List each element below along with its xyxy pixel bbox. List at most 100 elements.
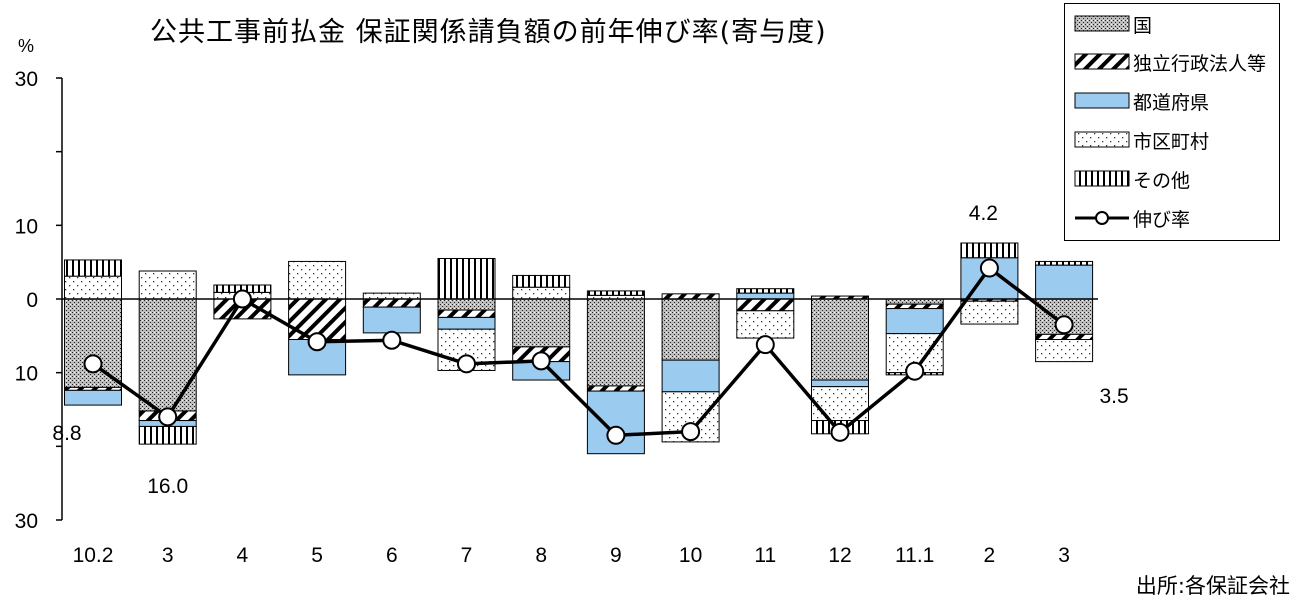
y-axis-unit: % <box>18 36 35 56</box>
chart-title: 公共工事前払金 保証関係請負額の前年伸び率(寄与度) <box>150 17 827 48</box>
legend-item-shikuchoson: 市区町村 <box>1073 128 1210 153</box>
legend-label-kuni: 国 <box>1133 14 1153 37</box>
y-tick-label: 10 <box>15 363 38 386</box>
bar-segment-kuni <box>64 298 122 388</box>
bar-segment-sonota <box>512 274 571 288</box>
x-tick-label: 3 <box>162 544 174 567</box>
legend-label-dokuritsu: 独立行政法人等 <box>1133 52 1267 75</box>
bar-segment-sonota <box>138 425 197 445</box>
bar-segment-todofuken <box>1035 264 1094 300</box>
growth-point <box>83 354 103 374</box>
legend-item-growth: 伸び率 <box>1073 206 1191 231</box>
bar-segment-shikuchoson <box>1035 339 1094 363</box>
bar-segment-sonota <box>736 288 795 294</box>
growth-point <box>681 422 701 442</box>
legend-label-todofuken: 都道府県 <box>1133 91 1210 114</box>
bar-segment-sonota <box>64 259 122 277</box>
bar-segment-kuni <box>811 298 869 381</box>
bar-segment-shikuchoson <box>512 286 571 300</box>
bars-layer <box>64 242 1094 455</box>
bar-segment-shikuchoson <box>64 275 122 300</box>
bar-segment-todofuken <box>64 389 122 406</box>
growth-point <box>755 335 775 355</box>
x-tick-label: 7 <box>461 544 473 567</box>
legend-label-shikuchoson: 市区町村 <box>1133 130 1210 153</box>
bar-segment-dokuritsu <box>437 309 496 318</box>
legend-swatch-todofuken <box>1074 92 1130 109</box>
legend-item-sonota: その他 <box>1073 167 1191 192</box>
bar-segment-shikuchoson <box>288 260 347 300</box>
x-tick-label: 4 <box>237 544 249 567</box>
legend-swatch-kuni <box>1074 15 1130 32</box>
bar-segment-shikuchoson <box>736 310 795 339</box>
bar-segment-sonota <box>437 257 496 300</box>
legend-item-kuni: 国 <box>1073 12 1153 37</box>
y-tick-label: 10 <box>15 215 38 238</box>
bar-segment-todofuken <box>437 316 496 330</box>
growth-point <box>606 425 626 445</box>
growth-point <box>830 422 850 442</box>
bar-segment-shikuchoson <box>138 270 197 300</box>
bar-segment-sonota <box>586 290 645 296</box>
bar-segment-todofuken <box>885 308 944 335</box>
data-label: 4.2 <box>969 202 998 225</box>
bar-segment-todofuken <box>661 359 720 393</box>
bar-segment-kuni <box>885 298 944 305</box>
labels-layer: 10.2 3 4 5 6 7 8 9 10 11 12 11.1 2 3 8.8 16.0 4.2 3.5 <box>52 202 1128 567</box>
bar-segment-dokuritsu <box>736 298 795 312</box>
bar-segment-dokuritsu <box>1035 333 1094 341</box>
bar-segment-todofuken <box>811 379 869 388</box>
x-tick-label: 3 <box>1058 544 1070 567</box>
bar-segment-dokuritsu <box>362 298 421 308</box>
bar-segment-sonota <box>1035 260 1094 266</box>
legend-swatch-sonota <box>1074 170 1130 187</box>
y-tick-label: 0 <box>26 289 38 312</box>
source-note: 出所:各保証会社 <box>1135 574 1290 598</box>
legend-swatch-growth <box>1075 211 1129 225</box>
data-label: 8.8 <box>52 422 81 445</box>
bar-segment-shikuchoson <box>362 292 421 300</box>
y-tick-label: 30 <box>15 68 38 91</box>
growth-line-layer <box>83 258 1074 445</box>
data-label: 3.5 <box>1099 385 1128 408</box>
bar-segment-dokuritsu <box>885 303 944 310</box>
growth-point <box>905 361 925 381</box>
x-tick-label: 5 <box>311 544 323 567</box>
legend-swatch-dokuritsu <box>1074 53 1130 70</box>
growth-point <box>1054 315 1074 335</box>
x-tick-label: 11 <box>754 544 776 567</box>
bar-segment-kuni <box>437 298 496 311</box>
bar-segment-kuni <box>661 298 720 361</box>
x-tick-label: 9 <box>610 544 622 567</box>
bar-segment-shikuchoson <box>960 300 1019 325</box>
legend-label-growth: 伸び率 <box>1133 208 1191 231</box>
legend-label-sonota: その他 <box>1133 169 1191 192</box>
growth-point <box>158 407 178 427</box>
growth-point <box>457 354 476 374</box>
x-tick-label: 11.1 <box>895 544 934 567</box>
bar-segment-todofuken <box>362 306 421 334</box>
bar-segment-dokuritsu <box>661 293 720 300</box>
growth-point <box>979 258 999 278</box>
bar-segment-dokuritsu <box>586 385 645 392</box>
growth-point <box>307 332 327 352</box>
growth-point <box>232 289 252 309</box>
growth-line <box>91 265 1066 438</box>
x-tick-label: 6 <box>386 544 398 567</box>
growth-point <box>382 330 402 350</box>
x-tick-label: 12 <box>828 544 851 567</box>
legend: 国 独立行政法人等 都道府県 市区町村 その他 伸び率 <box>1064 3 1280 241</box>
bar-segment-kuni <box>138 298 197 412</box>
bar-segment-kuni <box>512 298 571 348</box>
bar-segment-sonota <box>960 242 1019 259</box>
y-tick-label: 30 <box>15 510 38 533</box>
legend-item-todofuken: 都道府県 <box>1073 89 1210 114</box>
bar-segment-todofuken <box>736 292 795 300</box>
x-tick-label: 10.2 <box>73 544 114 567</box>
growth-point <box>531 351 551 371</box>
x-tick-label: 2 <box>984 544 996 567</box>
legend-swatch-shikuchoson <box>1074 131 1130 148</box>
x-tick-label: 10 <box>679 544 702 567</box>
bar-segment-kuni <box>586 298 645 387</box>
